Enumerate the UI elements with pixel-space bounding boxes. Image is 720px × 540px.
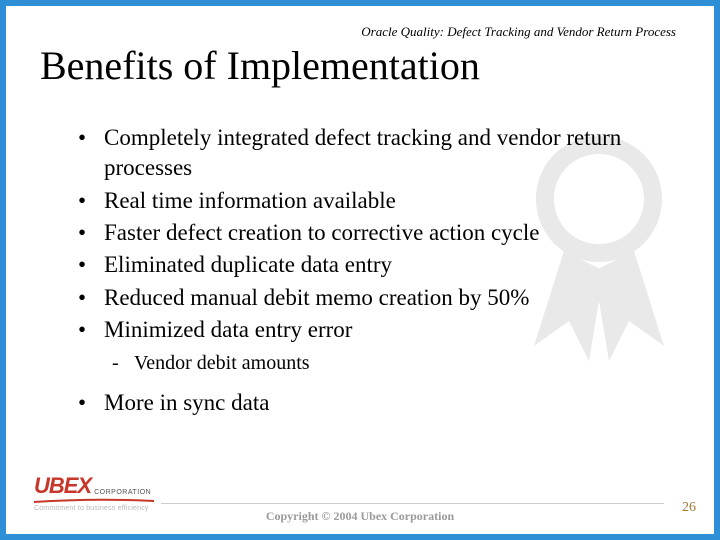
sub-bullet-item: Vendor debit amounts (106, 350, 680, 376)
bullet-item: More in sync data (76, 388, 680, 418)
bullet-text: Reduced manual debit memo creation by 50… (104, 285, 529, 310)
bullet-text: Completely integrated defect tracking an… (104, 125, 621, 180)
bullet-list: Completely integrated defect tracking an… (76, 123, 680, 376)
content-area: Completely integrated defect tracking an… (40, 123, 680, 418)
logo: UBEX CORPORATION Commitment to business … (34, 473, 154, 512)
bullet-text: Minimized data entry error (104, 317, 352, 342)
bullet-text: Faster defect creation to corrective act… (104, 220, 539, 245)
slide: Oracle Quality: Defect Tracking and Vend… (0, 0, 720, 540)
bullet-text: More in sync data (104, 390, 269, 415)
bullet-list: More in sync data (76, 388, 680, 418)
bullet-item: Eliminated duplicate data entry (76, 250, 680, 280)
bullet-item: Faster defect creation to corrective act… (76, 218, 680, 248)
bullet-text: Real time information available (104, 188, 396, 213)
bullet-item: Real time information available (76, 186, 680, 216)
footer: UBEX CORPORATION Commitment to business … (6, 464, 714, 534)
footer-rule (161, 503, 664, 504)
logo-main: UBEX CORPORATION (34, 473, 151, 499)
slide-title: Benefits of Implementation (40, 42, 680, 89)
bullet-item: Minimized data entry error Vendor debit … (76, 315, 680, 376)
bullet-text: Eliminated duplicate data entry (104, 252, 392, 277)
logo-corp: CORPORATION (94, 489, 151, 496)
logo-swoosh-icon (34, 498, 154, 503)
logo-text: UBEX (34, 473, 91, 499)
page-number: 26 (682, 500, 696, 516)
bullet-item: Completely integrated defect tracking an… (76, 123, 680, 184)
sub-bullet-list: Vendor debit amounts (106, 350, 680, 376)
bullet-item: Reduced manual debit memo creation by 50… (76, 283, 680, 313)
sub-bullet-text: Vendor debit amounts (134, 352, 310, 374)
copyright-text: Copyright © 2004 Ubex Corporation (6, 509, 714, 524)
header-subtitle: Oracle Quality: Defect Tracking and Vend… (40, 24, 680, 40)
